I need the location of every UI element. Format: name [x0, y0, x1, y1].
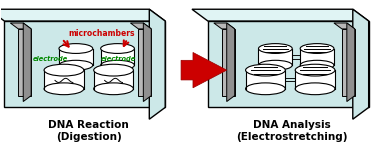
Ellipse shape	[300, 44, 334, 53]
Polygon shape	[347, 23, 355, 101]
Text: electrode: electrode	[101, 56, 136, 62]
Ellipse shape	[259, 44, 292, 53]
Polygon shape	[192, 9, 369, 21]
Ellipse shape	[259, 60, 292, 70]
Text: (Electrostretching): (Electrostretching)	[237, 132, 348, 142]
Polygon shape	[10, 23, 31, 29]
Polygon shape	[130, 23, 151, 29]
Polygon shape	[5, 21, 165, 107]
Polygon shape	[138, 29, 151, 96]
Polygon shape	[0, 9, 165, 21]
Polygon shape	[259, 49, 292, 65]
Polygon shape	[208, 21, 369, 107]
Ellipse shape	[295, 64, 335, 76]
Polygon shape	[101, 49, 135, 65]
Text: (Digestion): (Digestion)	[56, 132, 122, 142]
Polygon shape	[18, 29, 31, 96]
Text: DNA Analysis: DNA Analysis	[253, 120, 331, 130]
Ellipse shape	[94, 64, 133, 76]
Text: microchambers: microchambers	[68, 29, 135, 38]
Ellipse shape	[94, 83, 133, 95]
Ellipse shape	[246, 83, 285, 95]
Polygon shape	[295, 70, 335, 89]
Ellipse shape	[59, 44, 93, 53]
Polygon shape	[222, 29, 235, 96]
Polygon shape	[23, 23, 31, 101]
Polygon shape	[181, 53, 227, 88]
Polygon shape	[342, 29, 355, 96]
Ellipse shape	[44, 64, 84, 76]
Text: electrode: electrode	[33, 56, 68, 62]
Polygon shape	[246, 70, 285, 89]
Polygon shape	[59, 49, 93, 65]
Polygon shape	[94, 70, 133, 89]
Polygon shape	[353, 9, 369, 119]
Ellipse shape	[246, 64, 285, 76]
Polygon shape	[227, 23, 235, 101]
Ellipse shape	[101, 60, 135, 70]
Ellipse shape	[59, 60, 93, 70]
Polygon shape	[334, 23, 355, 29]
Polygon shape	[149, 9, 165, 119]
Polygon shape	[143, 23, 151, 101]
Polygon shape	[300, 49, 334, 65]
Ellipse shape	[295, 83, 335, 95]
Polygon shape	[214, 23, 235, 29]
Ellipse shape	[44, 83, 84, 95]
Text: DNA Reaction: DNA Reaction	[48, 120, 129, 130]
Polygon shape	[44, 70, 84, 89]
Ellipse shape	[300, 60, 334, 70]
Ellipse shape	[101, 44, 135, 53]
